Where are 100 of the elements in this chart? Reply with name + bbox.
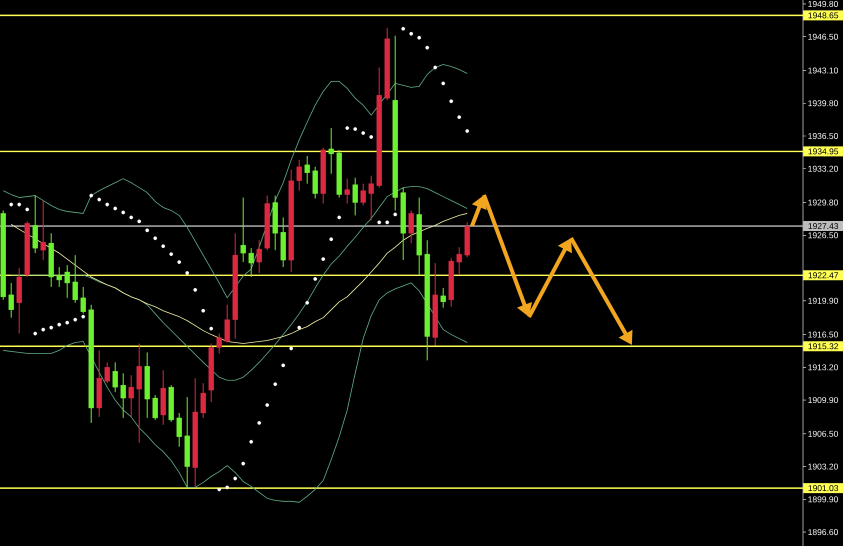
point (297, 326, 302, 330)
candlestick (224, 304, 230, 343)
y-tick-label: 1949.80 (808, 0, 838, 7)
point (9, 202, 14, 206)
point (353, 127, 358, 131)
y-tick-label: 1936.50 (808, 133, 838, 139)
ref-line-label: 1927.43 (808, 223, 838, 230)
point (281, 363, 286, 368)
candlestick (352, 177, 358, 216)
point (161, 244, 166, 248)
point (361, 131, 366, 135)
y-tick-label: 1896.60 (808, 529, 838, 536)
candlestick (456, 246, 462, 276)
candlestick (344, 178, 350, 204)
point (121, 210, 126, 214)
y-tick-label: 1906.50 (808, 430, 838, 437)
candlestick (240, 197, 246, 263)
candlestick (304, 155, 310, 184)
candlestick (8, 282, 14, 318)
point (249, 440, 254, 444)
y-tick-label: 1916.50 (808, 332, 838, 338)
point (265, 403, 270, 407)
candlestick (104, 362, 110, 384)
point (241, 462, 246, 466)
point (465, 129, 470, 133)
candlestick (328, 128, 334, 174)
point (401, 26, 406, 31)
point (153, 236, 158, 240)
point (177, 260, 182, 264)
y-tick-label: 1909.90 (808, 397, 838, 404)
point (377, 220, 382, 224)
candlestick (112, 362, 118, 393)
point (457, 115, 462, 119)
candlestick (176, 412, 182, 448)
point (257, 421, 262, 425)
candlestick (40, 200, 46, 261)
point (337, 216, 342, 220)
point (425, 46, 430, 50)
point (233, 476, 238, 480)
candlestick (312, 166, 318, 200)
candlestick (216, 333, 222, 354)
point (57, 322, 62, 326)
candlestick (120, 372, 126, 418)
candlestick (32, 195, 38, 254)
point (137, 220, 142, 224)
point (185, 271, 190, 275)
ref-line-label: 1915.32 (808, 343, 838, 350)
point (113, 206, 118, 210)
y-tick-label: 1946.50 (808, 34, 838, 40)
candlestick (296, 159, 302, 192)
y-tick-label: 1933.20 (808, 166, 838, 172)
point (17, 202, 22, 206)
y-tick-label: 1913.20 (808, 364, 838, 370)
point (409, 32, 414, 36)
point (33, 332, 38, 336)
candlestick (256, 240, 262, 274)
point (321, 257, 326, 261)
point (105, 202, 110, 206)
ref-line-label: 1934.95 (808, 148, 838, 154)
candlestick (80, 286, 86, 314)
candlestick (136, 342, 142, 444)
point (225, 486, 230, 490)
point (145, 228, 150, 232)
point (65, 320, 70, 324)
point (273, 382, 278, 386)
point (369, 135, 374, 139)
candlestick (72, 254, 78, 304)
y-tick-label: 1939.80 (808, 100, 838, 106)
candlestick (360, 183, 366, 206)
candlestick (408, 210, 414, 244)
ref-line-label: 1948.65 (808, 12, 838, 18)
candlestick (248, 248, 254, 278)
point (441, 82, 446, 86)
ref-line-label: 1901.03 (808, 485, 838, 492)
point (41, 328, 46, 332)
point (73, 318, 78, 322)
candlestick (440, 287, 446, 308)
point (97, 198, 102, 202)
point (393, 212, 398, 216)
point (433, 66, 438, 70)
candlestick (64, 264, 70, 298)
point (209, 326, 214, 330)
point (201, 308, 206, 313)
y-tick-label: 1943.10 (808, 67, 838, 74)
y-tick-label: 1919.90 (808, 298, 838, 304)
point (193, 288, 198, 292)
point (305, 300, 310, 305)
point (81, 314, 86, 319)
candlestick (128, 374, 134, 418)
y-tick-label: 1899.90 (808, 496, 838, 502)
point (417, 36, 422, 40)
y-tick-label: 1903.20 (808, 464, 838, 470)
ref-line-label: 1922.47 (808, 272, 838, 278)
point (25, 208, 30, 212)
candlestick (56, 266, 62, 288)
point (329, 237, 334, 242)
point (313, 277, 318, 281)
point (385, 220, 390, 224)
point (49, 326, 54, 330)
candlestick (152, 394, 158, 420)
